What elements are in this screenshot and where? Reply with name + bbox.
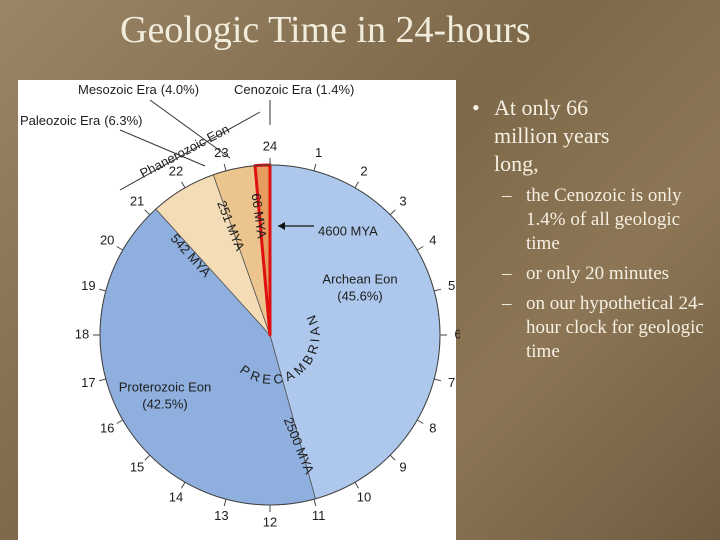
- clock-label: 15: [130, 459, 144, 474]
- bullet: At only 66 million years long,: [472, 94, 654, 178]
- clock-tick: [313, 163, 317, 171]
- slide-title: Geologic Time in 24-hours: [120, 9, 531, 51]
- clock-label: 14: [169, 489, 183, 504]
- clock-label: 16: [100, 420, 114, 435]
- leader-line: [119, 129, 206, 167]
- slice-name: Cenozoic Era: [234, 82, 313, 97]
- clock-tick: [313, 499, 317, 507]
- clock-label: 4: [429, 232, 436, 247]
- sub-bullet: or only 20 minutes: [472, 262, 712, 286]
- slice-label: Cenozoic Era (1.4%): [234, 82, 354, 97]
- clock-tick: [354, 481, 359, 489]
- annotation: 66 MYA: [248, 192, 269, 239]
- sub-bullet: on our hypothetical 24-hour clock for ge…: [472, 292, 712, 364]
- clock-label: 8: [429, 420, 436, 435]
- clock-label: 5: [448, 278, 455, 293]
- clock-tick: [116, 419, 124, 424]
- clock-tick: [389, 209, 396, 216]
- arrow-head: [278, 222, 285, 230]
- clock-tick: [354, 181, 359, 189]
- clock-label: 2: [360, 164, 367, 179]
- clock-label: 19: [81, 278, 95, 293]
- clock-label: 18: [75, 326, 89, 341]
- sub-bullet: the Cenozoic is only 1.4% of all geologi…: [472, 184, 712, 256]
- annotation: 4600 MYA: [318, 223, 378, 238]
- clock-tick: [389, 454, 396, 461]
- clock-label: 21: [130, 194, 144, 209]
- clock-tick: [144, 209, 151, 216]
- clock-tick: [416, 419, 424, 424]
- slice-value-label: (6.3%): [104, 113, 142, 128]
- clock-label: 7: [448, 375, 455, 390]
- clock-label: 23: [214, 145, 228, 160]
- clock-tick: [434, 378, 442, 382]
- leader-line: [149, 99, 231, 159]
- slice-value-label: (4.0%): [161, 82, 199, 97]
- clock-label: 3: [399, 194, 406, 209]
- clock-label: 20: [100, 232, 114, 247]
- clock-tick: [98, 378, 106, 382]
- clock-tick: [98, 288, 106, 292]
- clock-label: 1: [315, 145, 322, 160]
- clock-label: 24: [263, 138, 277, 153]
- leader-line: [119, 111, 261, 191]
- clock-label: 11: [312, 508, 326, 523]
- slice-label: Archean Eon: [322, 271, 397, 286]
- clock-tick: [116, 246, 124, 251]
- slice-value-label: (45.6%): [337, 288, 383, 303]
- clock-label: 9: [399, 459, 406, 474]
- clock-label: 22: [169, 164, 183, 179]
- clock-label: 13: [214, 508, 228, 523]
- slice-name: Paleozoic Era: [20, 113, 101, 128]
- clock-tick: [223, 163, 227, 171]
- clock-label: 10: [357, 489, 371, 504]
- clock-tick: [223, 499, 227, 507]
- slice-label: Proterozoic Eon: [119, 379, 212, 394]
- clock-tick: [416, 246, 424, 251]
- slice-value-label: (42.5%): [142, 396, 188, 411]
- clock-tick: [144, 454, 151, 461]
- slice-name: Mesozoic Era: [78, 82, 158, 97]
- bullet-list: At only 66 million years long,the Cenozo…: [472, 94, 712, 364]
- clock-label: 6: [454, 326, 460, 341]
- clock-tick: [181, 181, 186, 189]
- slice-label: Paleozoic Era (6.3%): [20, 113, 143, 128]
- slice-label: Mesozoic Era (4.0%): [78, 82, 199, 97]
- clock-tick: [181, 481, 186, 489]
- clock-tick: [434, 288, 442, 292]
- clock-label: 17: [81, 375, 95, 390]
- slice-value-label: (1.4%): [316, 82, 354, 97]
- clock-label: 12: [263, 514, 277, 529]
